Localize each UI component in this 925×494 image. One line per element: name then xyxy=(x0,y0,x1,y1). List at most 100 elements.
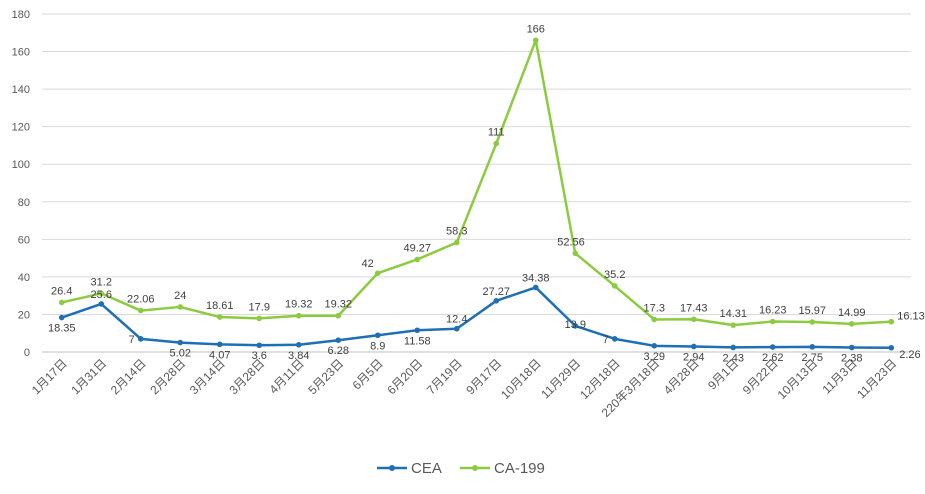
data-label-CA-199: 26.4 xyxy=(51,285,72,297)
data-label-CEA: 25.6 xyxy=(91,289,112,301)
data-label-CA-199: 35.2 xyxy=(604,269,625,281)
point-CA-199 xyxy=(295,312,302,319)
point-CEA xyxy=(532,284,539,291)
data-label-CEA: 7 xyxy=(129,334,135,346)
point-CA-199 xyxy=(809,319,816,325)
data-label-CA-199: 15.97 xyxy=(798,305,826,317)
data-label-CA-199: 24 xyxy=(174,290,186,302)
point-CA-199 xyxy=(730,322,737,328)
data-label-CEA: 2.38 xyxy=(841,353,862,365)
point-CEA xyxy=(295,341,302,348)
point-CEA xyxy=(888,344,895,351)
point-CA-199 xyxy=(335,312,342,319)
x-tick-label: 1月31日 xyxy=(68,356,109,397)
x-tick-label: 3月14日 xyxy=(187,356,228,397)
point-CEA xyxy=(58,314,65,321)
data-label-CEA: 2.94 xyxy=(683,351,704,363)
point-CA-199 xyxy=(374,270,381,276)
gridlines xyxy=(42,13,911,353)
data-label-CEA: 2.62 xyxy=(762,352,783,364)
data-label-CA-199: 31.2 xyxy=(91,276,112,288)
point-CA-199 xyxy=(256,315,263,322)
point-CEA xyxy=(335,337,342,344)
data-label-CEA: 18.35 xyxy=(48,323,76,335)
x-tick-label: 2月28日 xyxy=(147,356,188,397)
x-tick-label: 7月19日 xyxy=(424,356,465,397)
point-CEA xyxy=(848,344,855,351)
data-label-CEA: 6.28 xyxy=(328,345,349,357)
x-tick-label: 4月11日 xyxy=(266,356,306,396)
point-CEA xyxy=(98,301,105,307)
data-label-CEA: 27.27 xyxy=(482,286,510,298)
data-label-CA-199: 14.99 xyxy=(838,307,866,319)
series-group xyxy=(58,37,895,351)
data-label-CA-199: 111 xyxy=(488,127,505,139)
data-label-CEA: 34.38 xyxy=(522,272,550,284)
point-CEA xyxy=(611,336,618,342)
point-CEA xyxy=(651,343,658,349)
point-CEA xyxy=(414,327,421,334)
data-label-CA-199: 18.61 xyxy=(206,300,234,312)
data-label-CEA: 2.26 xyxy=(899,349,920,361)
series-line-CEA xyxy=(61,286,892,350)
legend: CEA CA-199 xyxy=(377,460,545,477)
x-tick-label: 3月28日 xyxy=(226,356,267,397)
data-label-CEA: 2.43 xyxy=(723,352,744,364)
data-label-CEA: 5.02 xyxy=(170,348,191,360)
data-label-CA-199: 19.32 xyxy=(324,299,352,311)
data-label-CA-199: 17.9 xyxy=(249,301,270,313)
data-label-CA-199: 19.32 xyxy=(285,299,313,311)
y-tick-label: 180 xyxy=(12,9,30,21)
point-CEA xyxy=(216,341,223,348)
point-CA-199 xyxy=(137,307,144,314)
y-tick-label: 0 xyxy=(24,347,30,359)
data-label-CA-199: 16.23 xyxy=(759,305,787,317)
y-axis: 0 20 40 60 80 100 120 140 160 180 xyxy=(12,9,30,359)
data-label-CA-199: 42 xyxy=(362,258,374,270)
point-CA-199 xyxy=(611,283,618,289)
legend-label-CEA: CEA xyxy=(411,460,442,477)
legend-marker-CEA xyxy=(389,465,395,471)
point-CEA xyxy=(256,342,263,349)
point-CEA xyxy=(572,323,579,329)
data-label-CA-199: 17.43 xyxy=(680,302,708,314)
legend-marker-CA-199 xyxy=(472,465,478,471)
point-CA-199 xyxy=(690,316,697,323)
data-label-CA-199: 16.13 xyxy=(897,311,925,323)
x-tick-label: 6月5日 xyxy=(350,356,386,392)
point-CEA xyxy=(493,297,500,304)
point-CA-199 xyxy=(216,314,223,320)
data-label-CEA: 2.75 xyxy=(802,352,823,364)
y-tick-label: 100 xyxy=(12,159,30,171)
point-CEA xyxy=(177,339,184,346)
point-CEA xyxy=(730,344,737,351)
x-tick-label: 10月18日 xyxy=(498,356,544,402)
point-CEA xyxy=(453,325,460,332)
point-CEA xyxy=(374,332,381,339)
data-label-CA-199: 14.31 xyxy=(719,308,747,320)
x-tick-label: 2月14日 xyxy=(108,356,149,397)
data-label-CEA: 3.84 xyxy=(288,350,309,362)
x-tick-label: 1月17日 xyxy=(29,356,70,397)
point-CA-199 xyxy=(453,239,460,246)
data-label-CEA: 7 xyxy=(603,334,609,346)
point-CA-199 xyxy=(177,304,184,310)
point-CEA xyxy=(690,343,697,350)
data-label-CA-199: 52.56 xyxy=(557,236,585,248)
x-tick-label: 11月29日 xyxy=(538,356,583,401)
point-CEA xyxy=(769,344,776,350)
x-tick-label: 6月20日 xyxy=(384,356,425,397)
data-label-CEA: 4.07 xyxy=(209,349,230,361)
data-label-CA-199: 22.06 xyxy=(127,294,155,306)
data-label-CEA: 12.4 xyxy=(446,314,467,326)
data-label-CEA: 3.29 xyxy=(644,351,665,363)
legend-label-CA-199: CA-199 xyxy=(494,460,545,477)
point-CA-199 xyxy=(493,140,500,147)
y-tick-label: 80 xyxy=(18,197,30,209)
y-tick-label: 120 xyxy=(12,122,30,134)
point-CA-199 xyxy=(532,37,539,44)
series-line-CA-199 xyxy=(61,39,892,327)
point-CA-199 xyxy=(414,256,421,263)
point-CA-199 xyxy=(769,318,776,325)
